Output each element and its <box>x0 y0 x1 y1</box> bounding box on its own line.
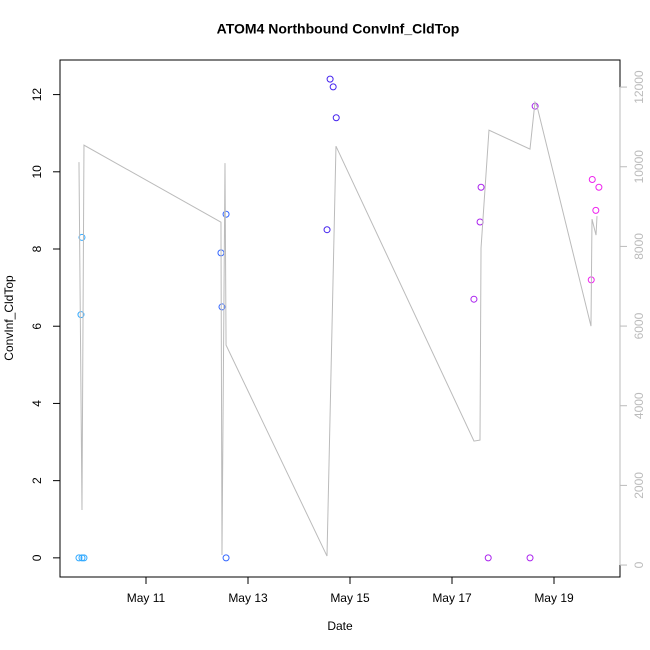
y2-tick-label: 4000 <box>632 392 646 419</box>
x-tick-label: May 11 <box>127 591 166 605</box>
data-point <box>77 311 85 319</box>
data-point <box>329 83 337 91</box>
y2-tick-label: 6000 <box>632 312 646 339</box>
data-line <box>78 100 598 557</box>
data-point <box>526 554 534 562</box>
data-point <box>80 554 88 562</box>
y-axis-title: ConvInf_CldTop <box>2 275 16 361</box>
y2-tick-label: 0 <box>632 561 646 568</box>
data-point <box>592 206 600 214</box>
data-point <box>470 295 478 303</box>
data-point <box>326 75 334 83</box>
x-tick-label: May 13 <box>228 591 268 605</box>
data-point <box>588 176 596 184</box>
data-point <box>222 554 230 562</box>
chart-title: ATOM4 Northbound ConvInf_CldTop <box>217 21 460 37</box>
y-tick-label: 12 <box>30 88 44 102</box>
y-tick-label: 8 <box>30 245 44 252</box>
data-point <box>477 183 485 191</box>
y2-tick-label: 8000 <box>632 233 646 260</box>
x-tick-label: May 15 <box>330 591 370 605</box>
data-point <box>78 233 86 241</box>
y-tick-label: 2 <box>30 477 44 484</box>
y2-tick-label: 10000 <box>632 150 646 184</box>
data-point <box>222 210 230 218</box>
x-tick-label: May 17 <box>432 591 472 605</box>
x-axis-title: Date <box>327 619 353 633</box>
data-point <box>78 554 86 562</box>
data-point <box>332 114 340 122</box>
y-tick-label: 0 <box>30 554 44 561</box>
y2-tick-label: 12000 <box>632 70 646 104</box>
data-point <box>323 226 331 234</box>
y-tick-label: 6 <box>30 323 44 330</box>
y2-tick-label: 2000 <box>632 472 646 499</box>
data-point <box>484 554 492 562</box>
data-point <box>218 303 226 311</box>
y-tick-label: 10 <box>30 165 44 179</box>
x-tick-label: May 19 <box>534 591 574 605</box>
y-tick-label: 4 <box>30 400 44 407</box>
data-point <box>75 554 83 562</box>
data-point <box>595 183 603 191</box>
